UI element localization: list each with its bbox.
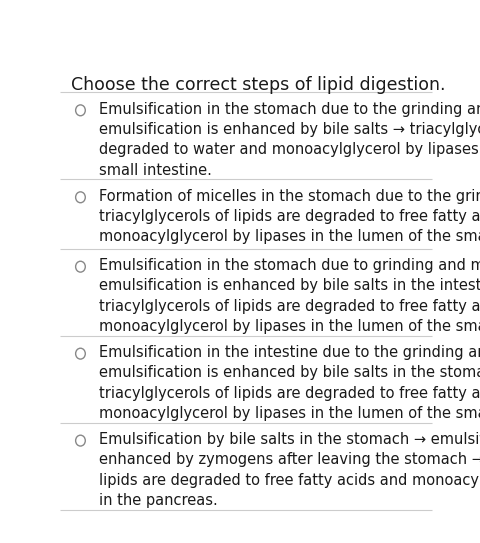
Text: Emulsification in the stomach due to the grinding and mixing →
emulsification is: Emulsification in the stomach due to the…	[99, 102, 480, 178]
Text: Emulsification in the intestine due to the grinding and mixing →
emulsification : Emulsification in the intestine due to t…	[99, 345, 480, 421]
Text: Emulsification in the stomach due to grinding and mixing →
emulsification is enh: Emulsification in the stomach due to gri…	[99, 258, 480, 334]
Text: Emulsification by bile salts in the stomach → emulsification is
enhanced by zymo: Emulsification by bile salts in the stom…	[99, 432, 480, 508]
Text: Choose the correct steps of lipid digestion.: Choose the correct steps of lipid digest…	[71, 75, 445, 93]
Text: Formation of micelles in the stomach due to the grinding and mixing →
triacylgly: Formation of micelles in the stomach due…	[99, 188, 480, 244]
